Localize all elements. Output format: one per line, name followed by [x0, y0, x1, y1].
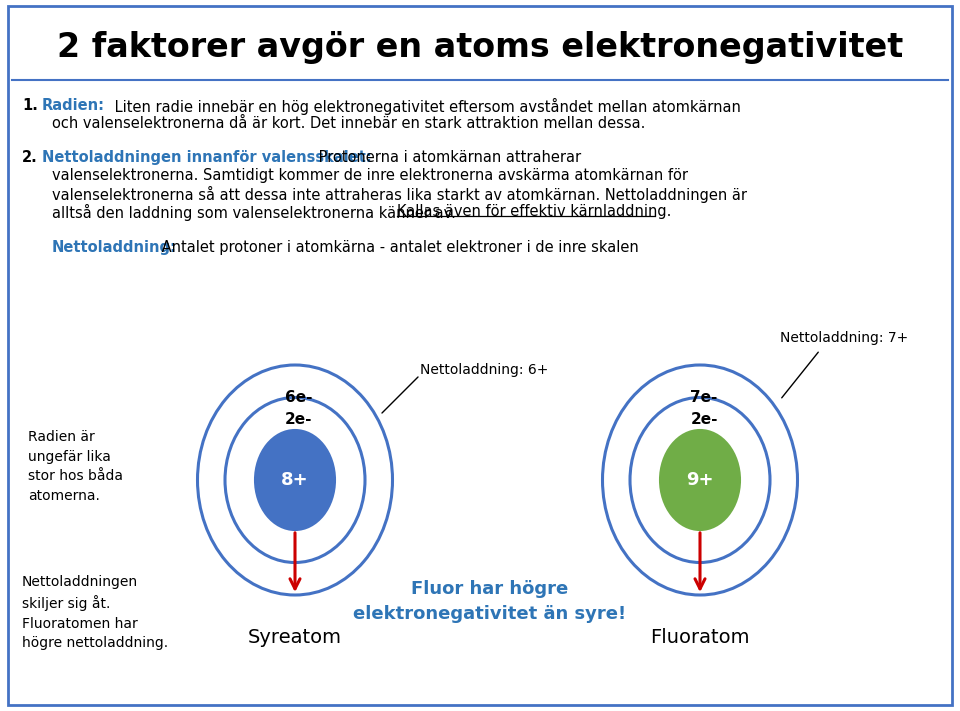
- Text: Radien är
ungefär lika
stor hos båda
atomerna.: Radien är ungefär lika stor hos båda ato…: [28, 430, 123, 503]
- Text: Syreatom: Syreatom: [248, 628, 342, 647]
- Ellipse shape: [255, 430, 335, 530]
- Ellipse shape: [660, 430, 740, 530]
- Text: Radien:: Radien:: [42, 98, 105, 113]
- Text: Liten radie innebär en hög elektronegativitet eftersom avståndet mellan atomkärn: Liten radie innebär en hög elektronegati…: [110, 98, 741, 115]
- Text: Antalet protoner i atomkärna - antalet elektroner i de inre skalen: Antalet protoner i atomkärna - antalet e…: [157, 240, 638, 255]
- Text: valenselektronerna så att dessa inte attraheras lika starkt av atomkärnan. Netto: valenselektronerna så att dessa inte att…: [52, 186, 747, 203]
- Text: 2e-: 2e-: [690, 412, 718, 427]
- Text: Nettoladdning:: Nettoladdning:: [52, 240, 177, 255]
- Text: 8+: 8+: [281, 471, 309, 489]
- Text: 2.: 2.: [22, 150, 37, 165]
- Text: valenselektronerna. Samtidigt kommer de inre elektronerna avskärma atomkärnan fö: valenselektronerna. Samtidigt kommer de …: [52, 168, 688, 183]
- Text: Nettoladdning: 6+: Nettoladdning: 6+: [420, 363, 548, 377]
- Text: Kallas även för effektiv kärnladdning.: Kallas även för effektiv kärnladdning.: [397, 204, 671, 219]
- Text: 6e-: 6e-: [285, 390, 313, 405]
- Text: och valenselektronerna då är kort. Det innebär en stark attraktion mellan dessa.: och valenselektronerna då är kort. Det i…: [52, 116, 645, 131]
- Text: Fluor har högre
elektronegativitet än syre!: Fluor har högre elektronegativitet än sy…: [353, 580, 627, 623]
- Text: Nettoladdningen
skiljer sig åt.
Fluoratomen har
högre nettoladdning.: Nettoladdningen skiljer sig åt. Fluorato…: [22, 575, 168, 651]
- Text: Nettoladdning: 7+: Nettoladdning: 7+: [780, 331, 908, 345]
- Text: 7e-: 7e-: [690, 390, 718, 405]
- Text: Protonerna i atomkärnan attraherar: Protonerna i atomkärnan attraherar: [314, 150, 581, 165]
- Text: Fluoratom: Fluoratom: [650, 628, 750, 647]
- Text: 2 faktorer avgör en atoms elektronegativitet: 2 faktorer avgör en atoms elektronegativ…: [57, 31, 903, 65]
- Text: alltså den laddning som valenselektronerna känner av.: alltså den laddning som valenselektroner…: [52, 204, 461, 221]
- Text: 1.: 1.: [22, 98, 37, 113]
- Text: Nettoladdningen innanför valensskalet:: Nettoladdningen innanför valensskalet:: [42, 150, 372, 165]
- Text: 2e-: 2e-: [285, 412, 313, 427]
- Text: 9+: 9+: [686, 471, 713, 489]
